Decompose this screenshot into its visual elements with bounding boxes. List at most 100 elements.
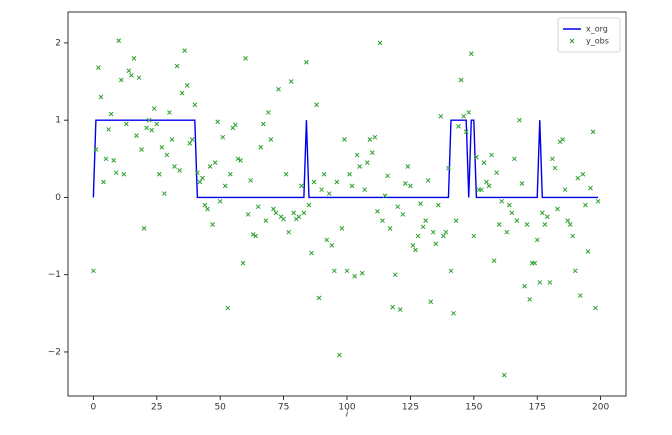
x-marker [253,233,259,239]
x-marker [271,206,276,212]
x-marker [156,171,162,177]
x-marker [504,229,510,235]
x-marker [380,218,385,223]
x-marker [202,202,208,208]
x-marker [123,121,129,127]
x-marker [273,210,279,216]
x-marker [113,170,119,176]
x-marker [281,216,286,222]
x-marker [428,299,434,305]
x-tick-label: 125 [402,403,419,413]
x-marker [172,164,177,169]
x-marker [565,218,571,223]
x-marker [397,307,403,312]
x-marker [154,121,160,127]
x-marker [453,218,459,223]
x-marker [560,137,565,142]
x-marker [184,83,190,88]
x-marker [205,206,210,212]
x-marker [189,137,195,142]
x-marker [146,117,152,123]
x-marker [466,110,472,115]
x-marker [347,171,352,177]
x-marker [382,193,388,199]
x-marker [354,152,360,158]
x-marker [108,111,114,117]
x-marker [151,106,157,111]
legend-label: x_org [586,25,608,34]
x-marker [537,280,543,285]
x-marker [116,38,122,43]
x-marker [243,56,248,61]
x-marker [570,233,576,239]
x-marker [316,295,322,301]
x-marker [235,156,241,162]
x-marker [506,202,512,208]
x-marker [370,150,375,155]
x-marker [103,156,109,162]
x-tick-label: 50 [214,403,226,413]
legend-box [557,17,621,53]
x-marker [567,222,573,227]
x-marker [446,165,451,171]
y-tick-label: 0 [55,193,61,203]
x-marker [314,102,319,108]
x-marker [200,175,205,181]
x-marker [220,134,226,140]
x-marker [197,179,203,185]
x-marker [572,268,578,274]
x-marker [331,268,337,274]
x-marker [118,77,124,83]
x-marker [552,165,558,171]
x-axis-label: i [346,410,349,420]
x-marker [126,68,132,74]
x-marker [248,178,253,183]
x-marker [593,305,598,311]
x-marker [375,208,380,214]
x-marker [512,156,517,162]
x-marker [339,225,345,231]
x-marker [134,133,139,138]
legend-label: y_obs [586,37,609,46]
x-marker [408,183,413,189]
x-marker [250,232,256,237]
x-marker [562,187,568,193]
x-marker [276,86,281,92]
x-marker [590,129,596,135]
x-marker [534,237,540,243]
x-marker [212,160,218,166]
x-marker [337,352,342,358]
x-marker [144,125,149,131]
x-marker [169,137,175,142]
x-marker [167,110,172,115]
x-marker [352,273,357,279]
x-tick-label: 175 [529,403,546,413]
x-tick-label: 75 [278,403,289,413]
x-marker [583,202,588,208]
x-marker [93,147,99,152]
x-marker [448,268,454,274]
x-marker [489,152,494,158]
x-marker [481,160,487,166]
x-marker [415,233,421,239]
x-marker [258,144,264,150]
x-marker [517,117,522,123]
x-marker [547,280,553,285]
x-marker [410,242,416,248]
x-marker [595,198,601,204]
x-marker [304,59,309,65]
x-marker [539,210,545,216]
x-marker [362,187,368,193]
x-marker [575,175,581,181]
x-marker [342,137,347,142]
x-marker [195,170,200,176]
x-marker [225,305,231,311]
x-marker [463,129,469,135]
x-marker [268,137,274,142]
x-marker [499,198,505,204]
y-tick-label: 1 [55,116,61,126]
x-marker [484,179,489,185]
x-marker [121,171,127,177]
x-marker [359,270,365,276]
x-marker [522,283,527,289]
